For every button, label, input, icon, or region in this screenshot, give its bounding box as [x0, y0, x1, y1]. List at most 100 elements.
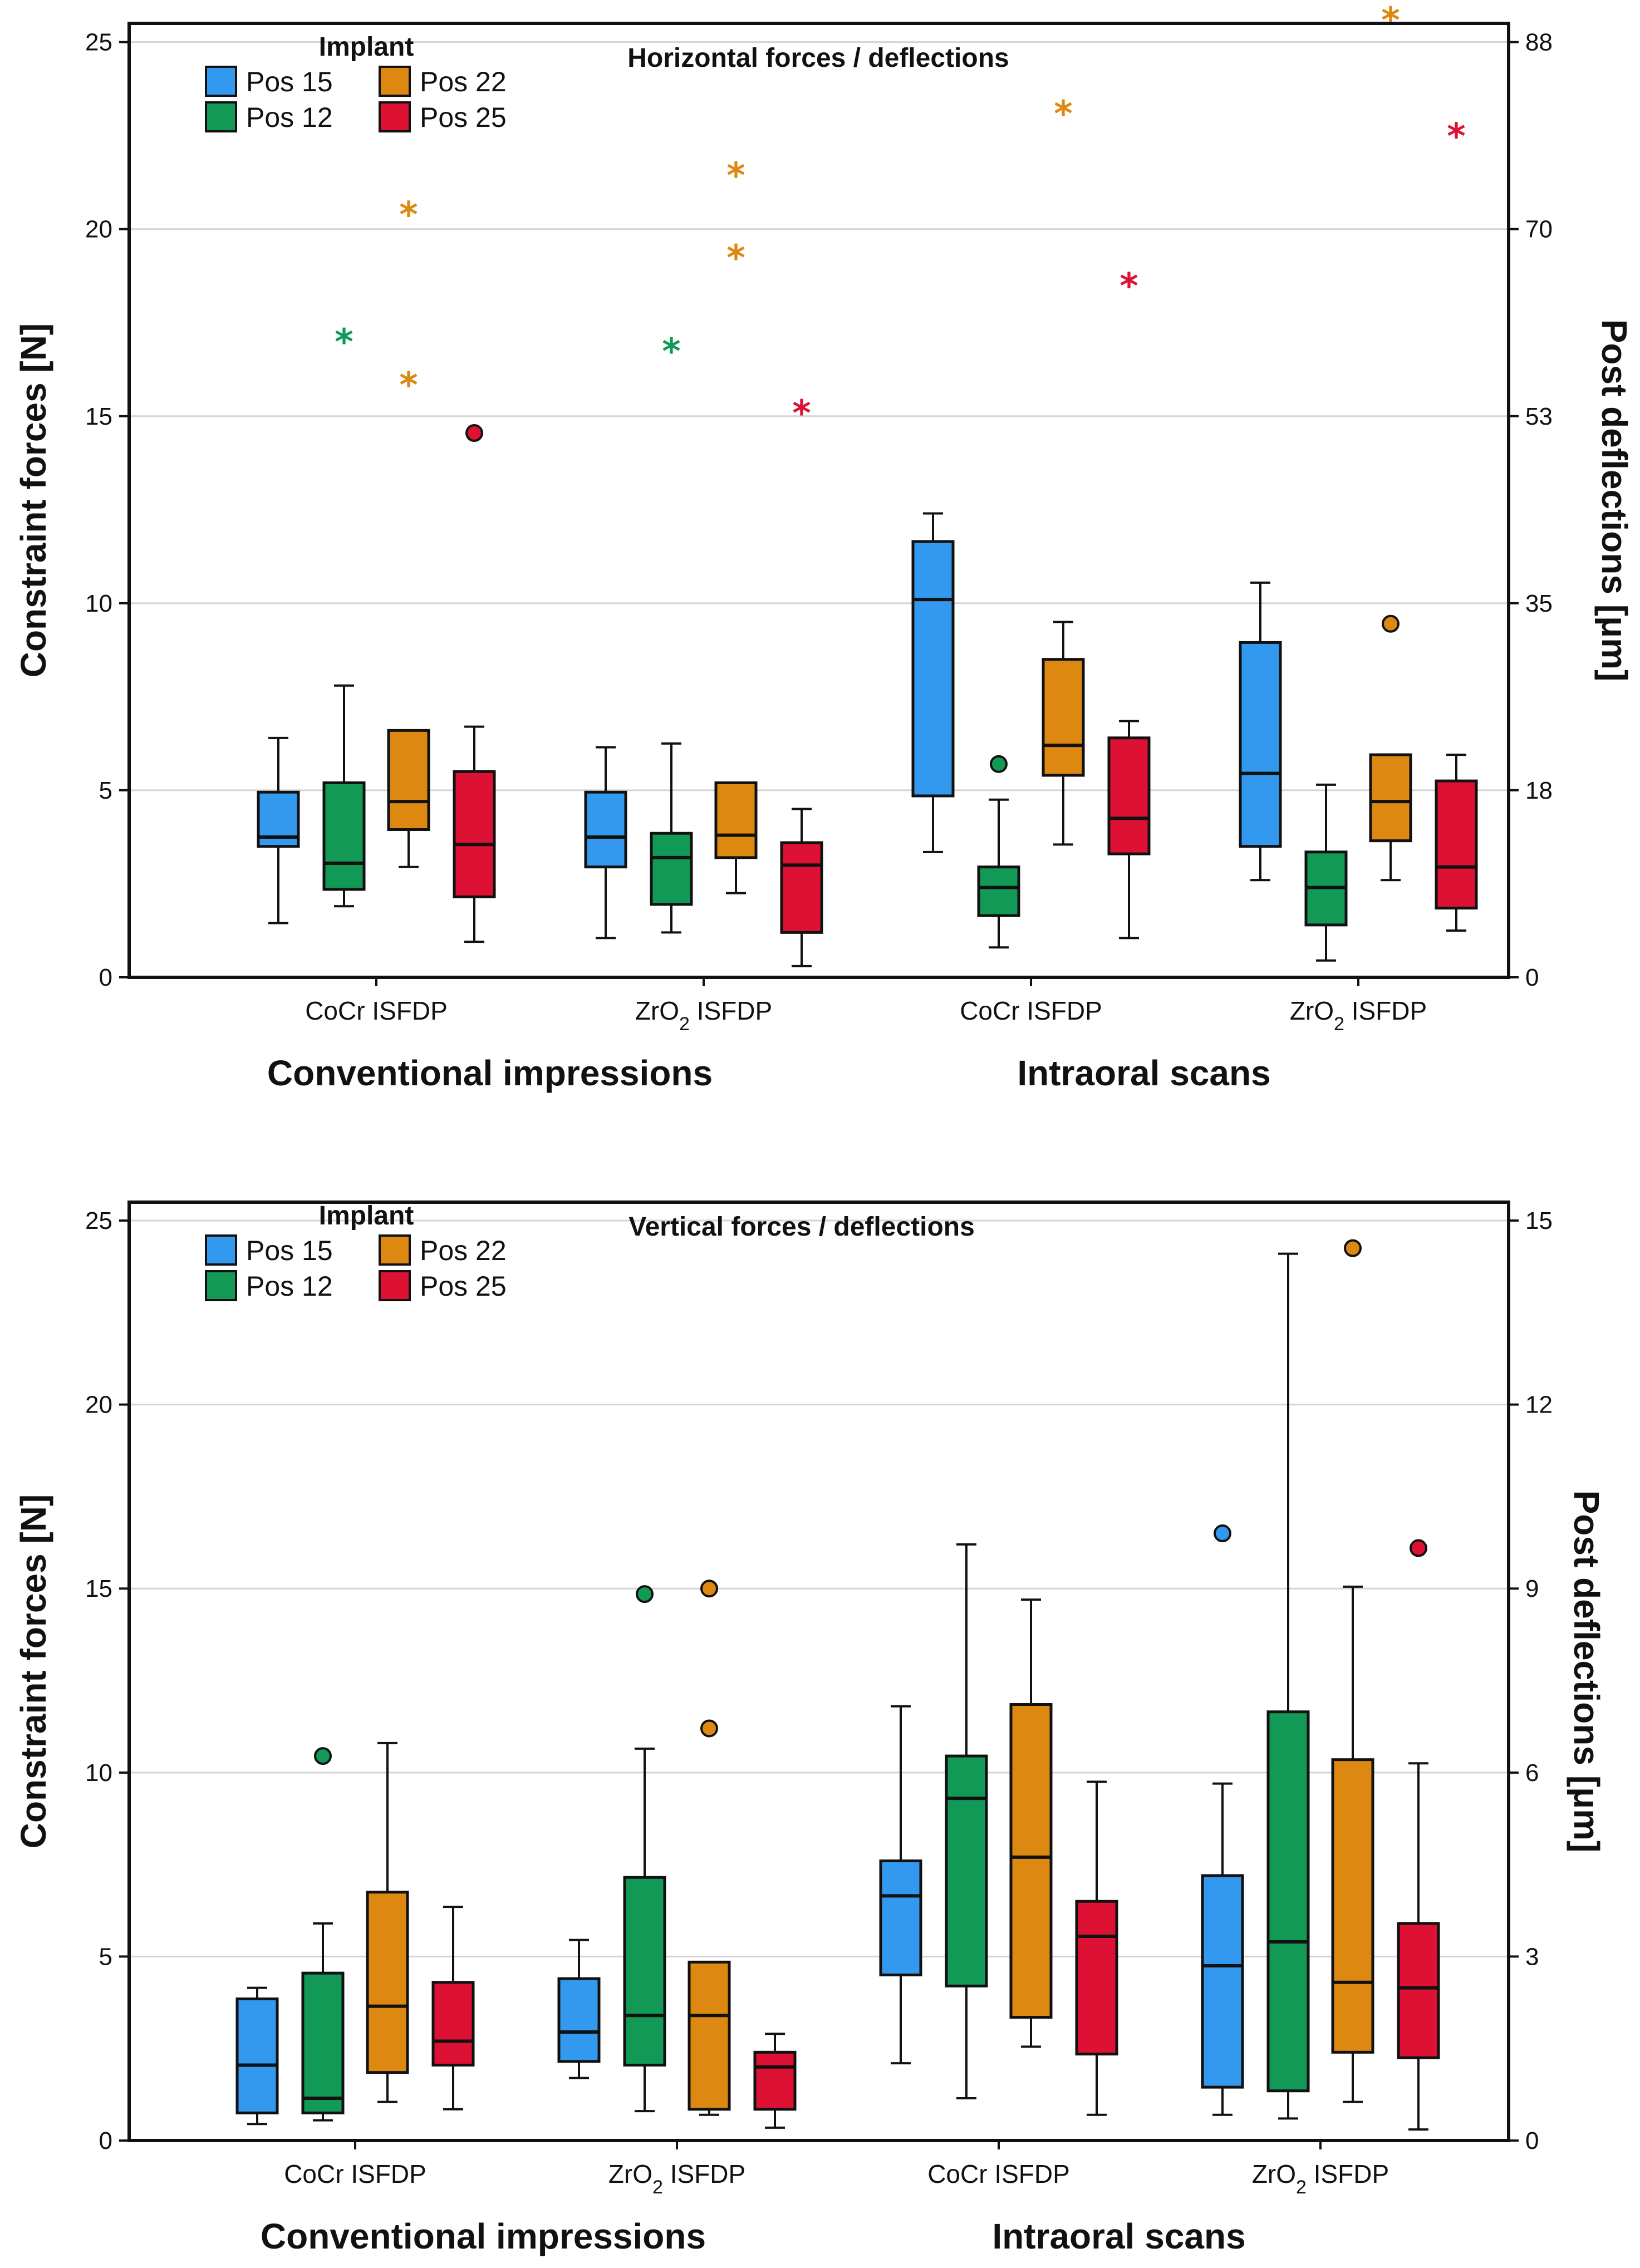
box-pos-15	[911, 512, 955, 853]
box-pos-22: *	[1369, 1, 1412, 882]
box-iqr	[1397, 1922, 1440, 2059]
extreme-point: *	[1119, 266, 1138, 307]
outlier-point	[1344, 1239, 1362, 1257]
y2-axis-label: Post deflections [μm]	[1567, 1490, 1607, 1853]
box-pos-22	[1331, 1239, 1374, 2103]
box-pos-25	[431, 1906, 475, 2110]
y-tick-label: 15	[85, 403, 112, 430]
y2-tick-label: 0	[1525, 2127, 1539, 2154]
legend-label: Pos 25	[420, 102, 507, 133]
box-pos-22: **	[387, 195, 430, 868]
box-pos-15	[257, 736, 300, 924]
box-pos-12	[977, 755, 1020, 949]
x-tick-label: CoCr ISFDP	[305, 996, 448, 1025]
outlier-point	[1382, 614, 1400, 633]
box-iqr	[1435, 779, 1478, 910]
box-iqr	[1239, 641, 1282, 848]
y2-tick-label: 18	[1525, 777, 1553, 804]
box-pos-12	[623, 1585, 666, 2113]
group-label: Conventional impressions	[267, 1053, 713, 1093]
box-iqr	[1009, 1703, 1053, 2019]
y2-tick-label: 3	[1525, 1943, 1539, 1970]
legend-swatch	[205, 101, 237, 132]
chart-title: Vertical forces / deflections	[628, 1212, 975, 1242]
legend-label: Pos 25	[420, 1271, 507, 1302]
box-pos-25: *	[1107, 266, 1151, 939]
group-label: Intraoral scans	[1017, 1053, 1270, 1093]
x-tick-label: CoCr ISFDP	[927, 2159, 1070, 2188]
box-pos-25	[1075, 1780, 1118, 2116]
y-tick-label: 5	[99, 1943, 112, 1970]
plot-frame	[127, 22, 1510, 979]
box-pos-15	[1239, 581, 1282, 882]
box-iqr	[688, 1960, 731, 2111]
box-pos-15	[879, 1705, 922, 2065]
outlier-point	[465, 424, 483, 442]
box-iqr	[557, 1977, 601, 2063]
legend-label: Pos 12	[246, 102, 333, 133]
box-iqr	[714, 781, 758, 859]
box-pos-12	[1266, 1252, 1310, 2120]
y2-tick-label: 12	[1525, 1391, 1553, 1419]
y2-tick-label: 9	[1525, 1575, 1539, 1602]
extreme-point: *	[726, 156, 745, 197]
box-iqr	[431, 1981, 475, 2067]
y-tick-label: 5	[99, 777, 112, 804]
group-label: Conventional impressions	[261, 2216, 706, 2256]
box-iqr	[977, 865, 1020, 917]
y2-tick-label: 0	[1525, 964, 1539, 991]
box-iqr	[1201, 1874, 1244, 2089]
box-pos-25: *	[780, 393, 823, 967]
box-pos-15	[1201, 1524, 1244, 2116]
box-pos-22: *	[1042, 94, 1085, 846]
box-iqr	[1042, 658, 1085, 777]
box-iqr	[780, 841, 823, 934]
legend-label: Pos 15	[246, 1235, 333, 1266]
y-tick-label: 20	[85, 216, 112, 243]
box-iqr	[235, 1997, 279, 2114]
box-pos-25	[753, 2033, 797, 2129]
y-axis-label: Constraint forces [N]	[13, 1494, 53, 1849]
y-axis-label: Constraint forces [N]	[13, 323, 53, 678]
extreme-point: *	[1054, 94, 1072, 135]
y2-tick-label: 70	[1525, 216, 1553, 243]
legend: Implant Pos 15 Pos 22 Pos 12 Pos 25	[205, 1201, 507, 1302]
legend-swatch	[205, 1234, 237, 1266]
box-pos-25	[453, 424, 496, 943]
legend-label: Pos 15	[246, 66, 333, 97]
y2-tick-label: 15	[1525, 1207, 1553, 1234]
extreme-point: *	[1381, 1, 1400, 42]
extreme-point: *	[662, 331, 680, 372]
y-tick-label: 15	[85, 1575, 112, 1602]
box-iqr	[1107, 736, 1151, 855]
y-tick-label: 25	[85, 29, 112, 56]
box-iqr	[911, 540, 955, 798]
box-pos-15	[235, 1986, 279, 2126]
y-tick-label: 0	[99, 964, 112, 991]
legend-swatch	[379, 1270, 411, 1301]
y2-tick-label: 88	[1525, 29, 1553, 56]
outlier-point	[636, 1585, 654, 1603]
box-iqr	[387, 729, 430, 831]
box-iqr	[1266, 1710, 1310, 2093]
outlier-point	[700, 1580, 718, 1598]
y-tick-label: 25	[85, 1207, 112, 1234]
box-pos-25	[1397, 1539, 1440, 2131]
box-iqr	[322, 781, 366, 891]
y-tick-label: 0	[99, 2127, 112, 2154]
box-pos-25: *	[1435, 116, 1478, 932]
y2-axis-label: Post deflections [μm]	[1594, 319, 1634, 682]
extreme-point: *	[399, 365, 418, 406]
box-pos-12	[945, 1543, 988, 2099]
box-iqr	[1369, 753, 1412, 843]
box-iqr	[584, 790, 627, 869]
y2-tick-label: 6	[1525, 1759, 1539, 1787]
box-iqr	[301, 1971, 345, 2114]
y-tick-label: 10	[85, 1759, 112, 1787]
box-pos-12	[1304, 783, 1348, 962]
box-iqr	[753, 2050, 797, 2111]
outlier-point	[1410, 1539, 1427, 1557]
box-iqr	[945, 1754, 988, 1987]
legend-swatch	[205, 66, 237, 97]
